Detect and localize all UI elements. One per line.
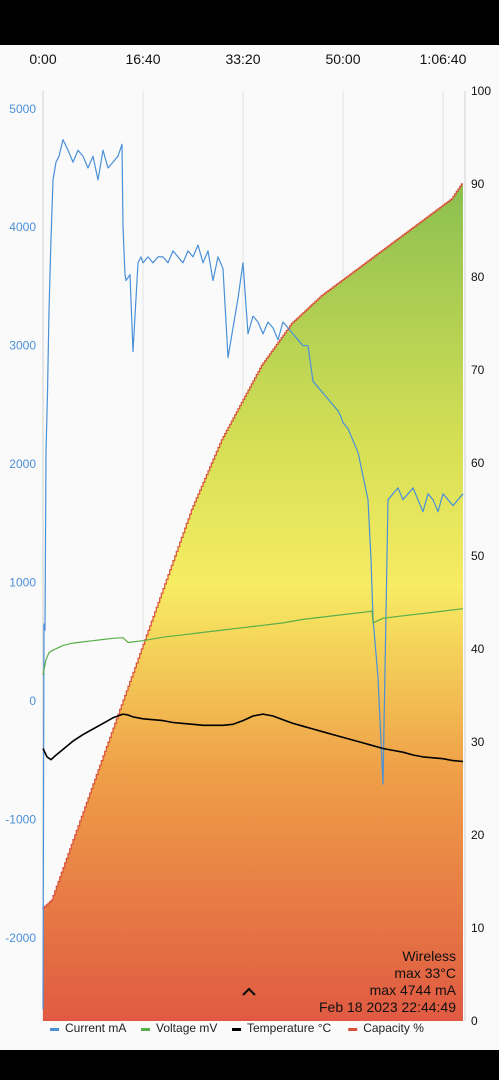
left-tick-label: -2000: [5, 931, 36, 945]
capacity-area: [42, 183, 463, 1021]
legend: Current mA Voltage mV Temperature °C Capaci…: [50, 1021, 424, 1035]
right-tick-label: 0: [471, 1014, 478, 1028]
right-tick-label: 40: [471, 642, 485, 656]
x-axis-ticks: 0:00 16:40 33:20 50:00 1:06:40: [29, 51, 466, 67]
legend-swatch: [348, 1028, 358, 1031]
chevron-up-icon: [242, 987, 256, 996]
capacity-line: [42, 183, 463, 910]
info-block: Wireless max 33°C max 4744 mA Feb 18 202…: [319, 948, 457, 1015]
left-axis-ticks: 5000 4000 3000 2000 1000 0 -1000 -2000: [5, 102, 36, 945]
x-tick-label: 16:40: [125, 51, 160, 67]
right-tick-label: 30: [471, 735, 485, 749]
left-tick-label: 5000: [9, 102, 36, 116]
legend-swatch: [141, 1028, 150, 1031]
left-tick-label: -1000: [5, 813, 36, 827]
legend-item: Current mA: [50, 1021, 126, 1035]
left-tick-label: 1000: [9, 576, 36, 590]
left-tick-label: 0: [29, 694, 36, 708]
legend-swatch: [50, 1028, 59, 1031]
right-tick-label: 50: [471, 549, 485, 563]
legend-item: Temperature °C: [232, 1021, 331, 1035]
right-tick-label: 100: [471, 84, 491, 98]
legend-swatch: [232, 1028, 241, 1031]
info-max-current: max 4744 mA: [370, 982, 457, 998]
right-tick-label: 20: [471, 828, 485, 842]
legend-label: Voltage mV: [156, 1021, 217, 1035]
x-tick-label: 33:20: [225, 51, 260, 67]
legend-item: Capacity %: [348, 1021, 424, 1035]
right-tick-label: 10: [471, 921, 485, 935]
battery-chart-screen: 0:00 16:40 33:20 50:00 1:06:40 5000 4000 3000 2…: [0, 45, 499, 1050]
left-tick-label: 3000: [9, 339, 36, 353]
x-tick-label: 50:00: [325, 51, 360, 67]
left-tick-label: 4000: [9, 220, 36, 234]
x-tick-label: 1:06:40: [420, 51, 467, 67]
legend-label: Temperature °C: [247, 1021, 331, 1035]
info-max-temp: max 33°C: [394, 965, 456, 981]
left-tick-label: 2000: [9, 457, 36, 471]
right-tick-label: 80: [471, 270, 485, 284]
series-lines: [42, 138, 464, 1010]
legend-label: Capacity %: [363, 1021, 424, 1035]
expand-button[interactable]: [234, 977, 264, 1001]
info-timestamp: Feb 18 2023 22:44:49: [319, 999, 456, 1015]
battery-chart: 0:00 16:40 33:20 50:00 1:06:40 5000400030002…: [5, 51, 491, 1035]
series-line: [42, 713, 464, 763]
info-mode: Wireless: [402, 948, 456, 964]
x-tick-label: 0:00: [29, 51, 56, 67]
legend-item: Voltage mV: [141, 1021, 217, 1035]
series-line: [42, 138, 464, 1010]
right-tick-label: 90: [471, 177, 485, 191]
right-tick-label: 70: [471, 363, 485, 377]
series-line: [42, 608, 464, 676]
legend-label: Current mA: [65, 1021, 126, 1035]
right-tick-label: 60: [471, 456, 485, 470]
capacity-fill: [43, 184, 463, 1021]
navigation-bar: [0, 1050, 499, 1080]
